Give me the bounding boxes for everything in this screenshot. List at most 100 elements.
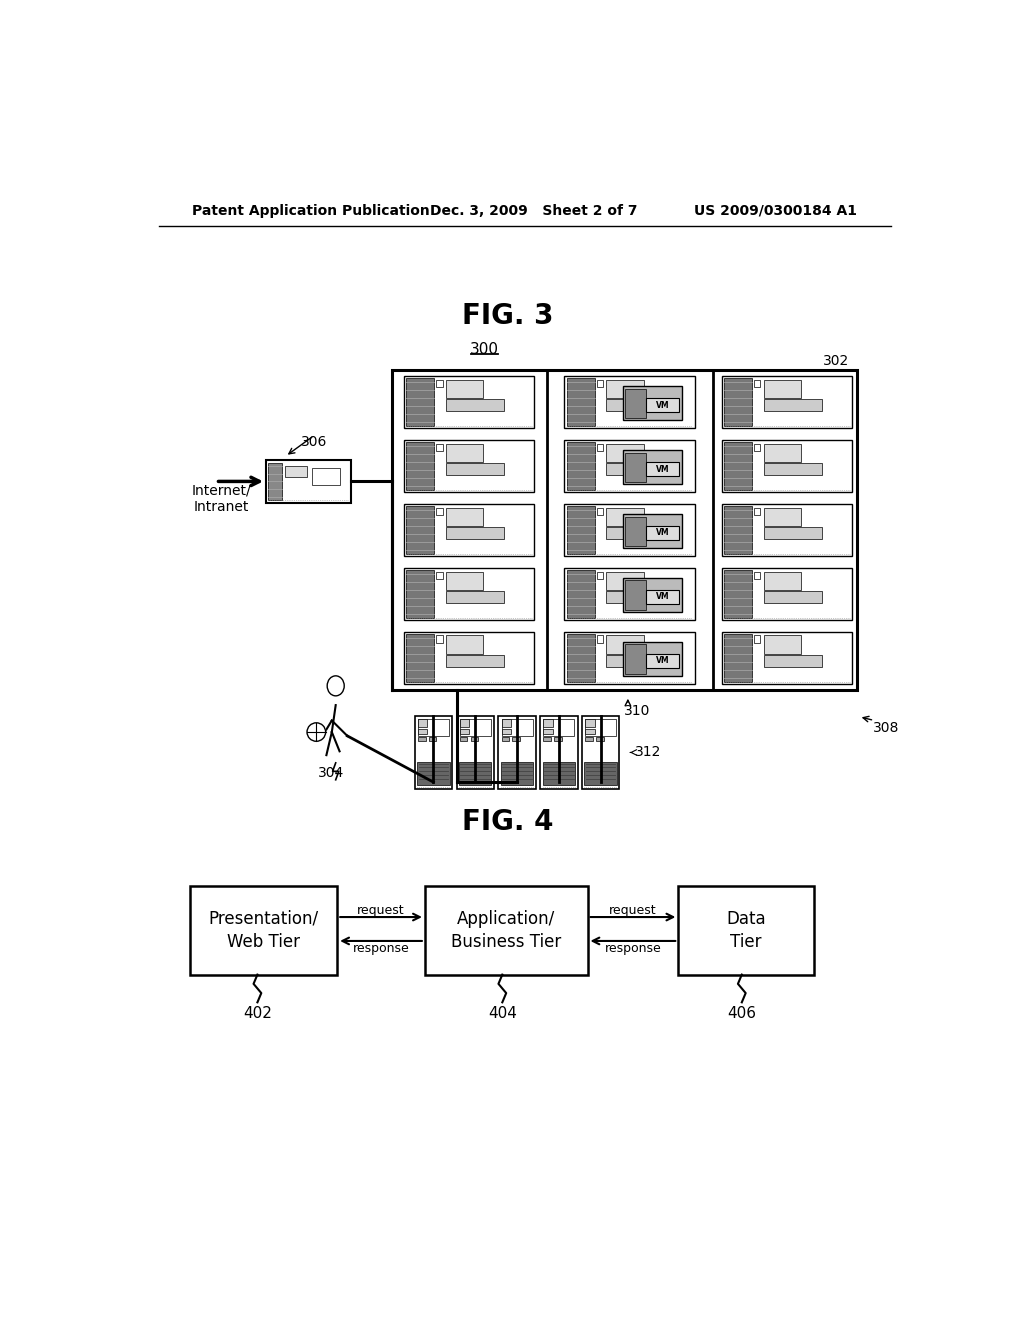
Text: 312: 312 — [635, 746, 662, 759]
Text: Dec. 3, 2009   Sheet 2 of 7: Dec. 3, 2009 Sheet 2 of 7 — [430, 203, 638, 218]
Text: Patent Application Publication: Patent Application Publication — [191, 203, 429, 218]
Text: Application/
Business Tier: Application/ Business Tier — [452, 909, 561, 952]
Bar — [312, 469, 340, 484]
Text: VM: VM — [655, 593, 670, 602]
Bar — [626, 644, 646, 673]
Bar — [436, 444, 442, 451]
Bar — [564, 504, 694, 556]
Bar — [445, 572, 483, 590]
Bar — [541, 715, 578, 789]
Bar — [724, 506, 752, 554]
Bar — [445, 400, 505, 411]
Text: 308: 308 — [872, 721, 899, 735]
Bar — [722, 440, 852, 492]
Bar — [764, 527, 822, 539]
Bar — [724, 379, 752, 426]
Bar — [586, 729, 595, 734]
Bar — [764, 591, 822, 603]
Ellipse shape — [328, 676, 344, 696]
Bar — [764, 444, 801, 462]
Bar — [626, 453, 646, 482]
Bar — [623, 642, 682, 676]
Bar — [755, 380, 761, 388]
Bar — [471, 738, 478, 742]
Text: 300: 300 — [470, 342, 499, 356]
Bar — [646, 399, 679, 412]
Text: response: response — [352, 942, 410, 956]
Bar — [678, 886, 814, 974]
Bar — [755, 572, 761, 579]
Bar — [445, 444, 483, 462]
Bar — [566, 634, 595, 681]
Bar — [646, 462, 679, 475]
Bar — [566, 442, 595, 490]
Text: FIG. 3: FIG. 3 — [462, 302, 554, 330]
Bar — [764, 508, 801, 525]
Bar — [544, 719, 574, 737]
Bar — [606, 508, 644, 525]
Bar — [724, 442, 752, 490]
Bar — [418, 719, 449, 737]
Bar — [597, 380, 603, 388]
Bar — [597, 508, 603, 515]
Bar — [501, 762, 534, 785]
Bar — [403, 376, 535, 428]
Bar — [566, 379, 595, 426]
Bar — [606, 655, 665, 667]
Bar — [457, 715, 494, 789]
Text: 306: 306 — [301, 434, 328, 449]
Bar — [597, 572, 603, 579]
Bar — [544, 738, 551, 742]
Bar — [445, 591, 505, 603]
Bar — [190, 886, 337, 974]
Bar — [646, 590, 679, 603]
Bar — [755, 508, 761, 515]
Bar — [403, 568, 535, 620]
Bar — [407, 379, 434, 426]
Bar — [460, 729, 469, 734]
Text: Internet/
Intranet: Internet/ Intranet — [191, 483, 251, 513]
Text: FIG. 4: FIG. 4 — [462, 808, 554, 836]
Bar — [623, 387, 682, 421]
Bar — [606, 400, 665, 411]
Bar — [502, 719, 511, 726]
Text: 310: 310 — [624, 705, 650, 718]
Circle shape — [307, 723, 326, 742]
Bar — [606, 572, 644, 590]
Bar — [564, 631, 694, 684]
Bar — [407, 634, 434, 681]
Text: request: request — [357, 904, 404, 917]
Bar — [418, 719, 427, 726]
Text: 406: 406 — [727, 1006, 757, 1020]
Bar — [391, 370, 856, 689]
Bar — [626, 516, 646, 546]
Bar — [724, 634, 752, 681]
Bar — [460, 738, 467, 742]
Bar — [460, 719, 469, 726]
Text: request: request — [609, 904, 656, 917]
Bar — [407, 506, 434, 554]
Bar — [425, 886, 588, 974]
Text: VM: VM — [655, 400, 670, 409]
Bar — [566, 570, 595, 618]
Bar — [623, 515, 682, 548]
Bar — [286, 466, 307, 478]
Bar — [403, 440, 535, 492]
Bar — [722, 568, 852, 620]
Bar — [606, 380, 644, 399]
Bar — [597, 444, 603, 451]
Text: US 2009/0300184 A1: US 2009/0300184 A1 — [693, 203, 857, 218]
Bar — [566, 506, 595, 554]
Bar — [436, 508, 442, 515]
Text: VM: VM — [655, 465, 670, 474]
Bar — [564, 440, 694, 492]
Bar — [417, 762, 450, 785]
Bar — [445, 463, 505, 475]
Bar — [268, 462, 283, 500]
Text: 304: 304 — [317, 766, 344, 780]
Bar — [623, 578, 682, 612]
Text: Presentation/
Web Tier: Presentation/ Web Tier — [209, 909, 318, 952]
Bar — [646, 653, 679, 668]
Bar — [606, 591, 665, 603]
Bar — [764, 400, 822, 411]
